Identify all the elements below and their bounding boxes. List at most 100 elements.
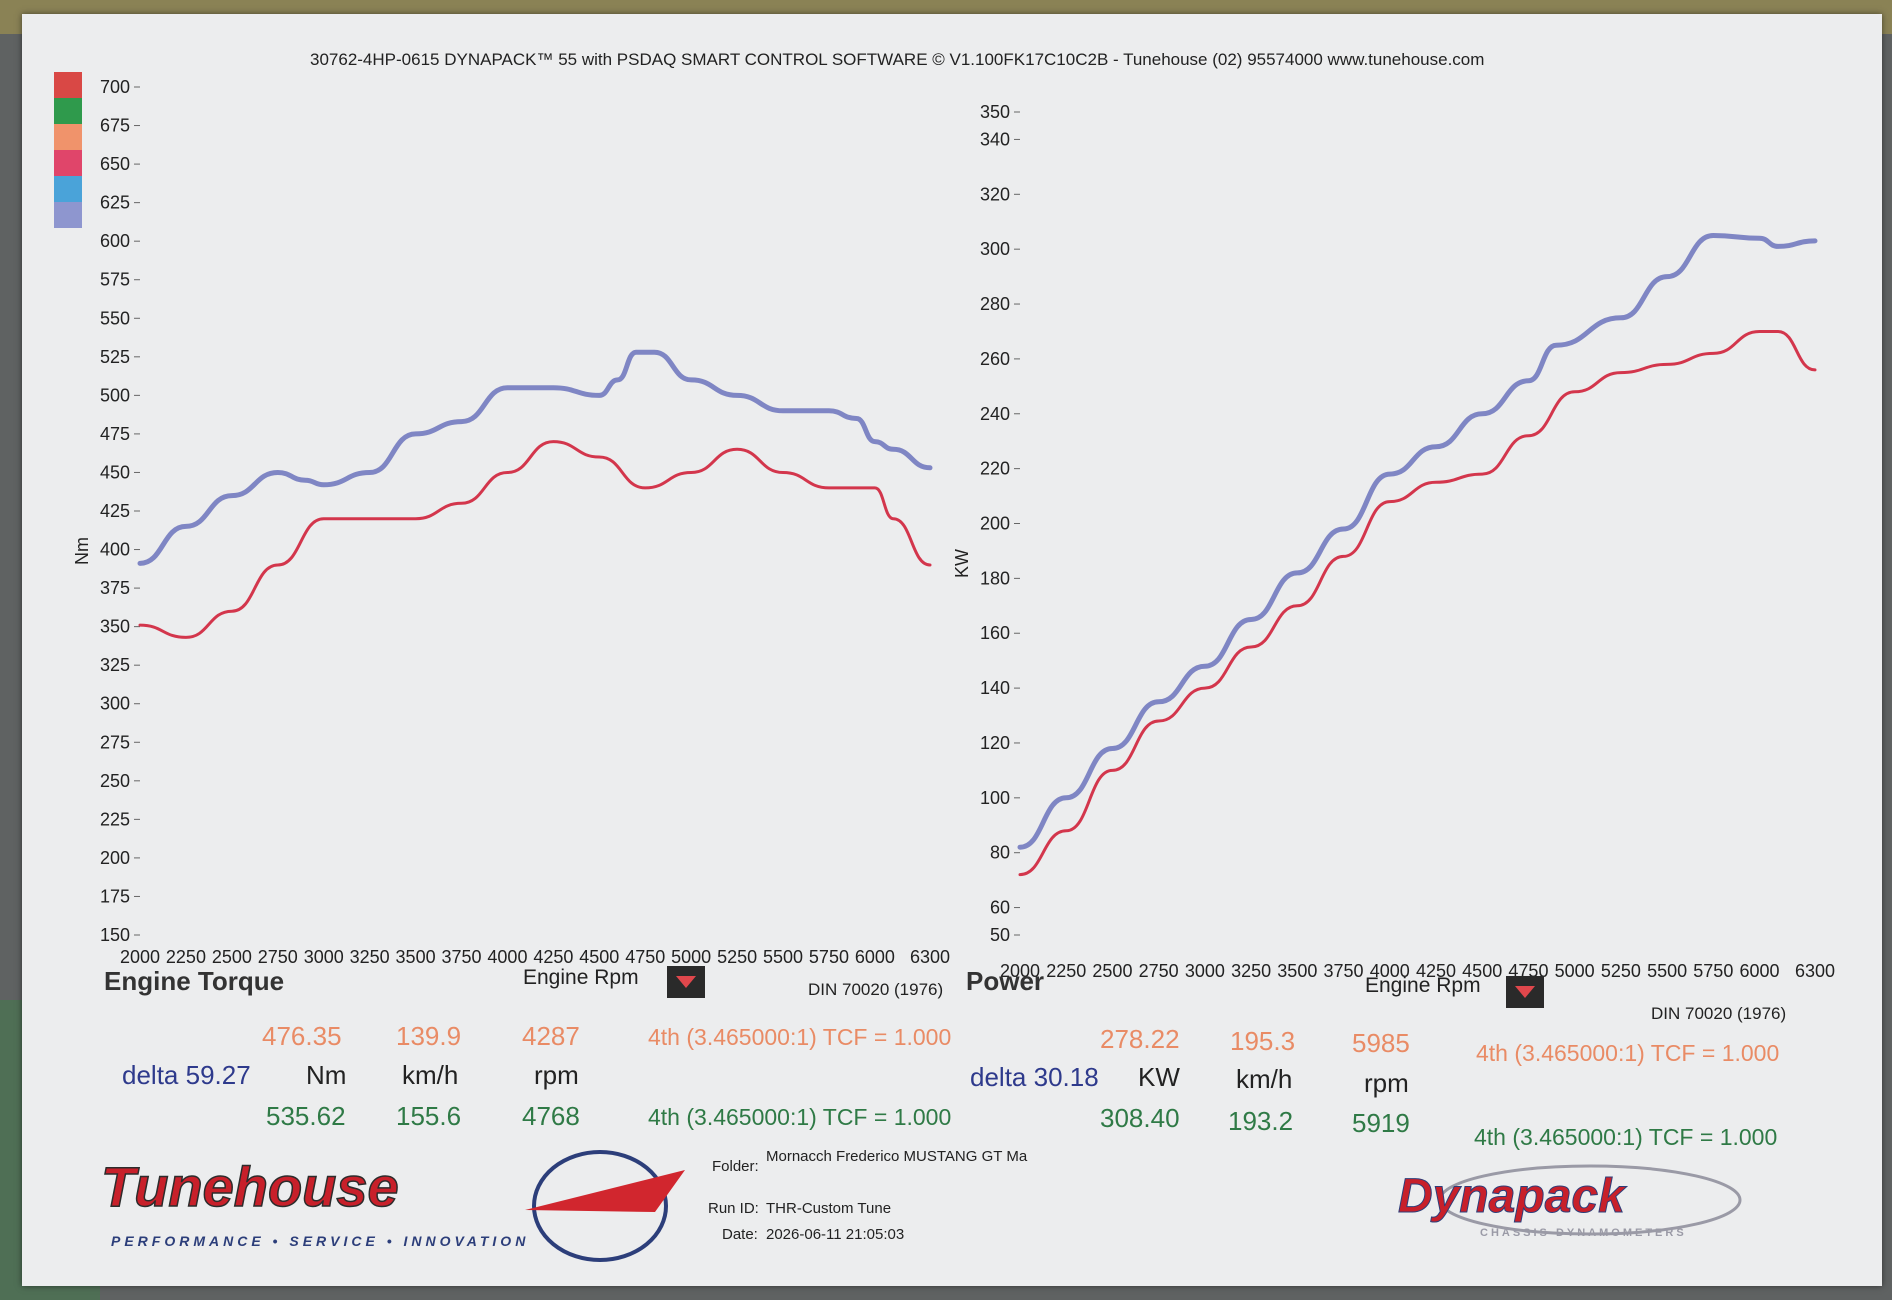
torque-xtick-label: 6000 [855, 947, 895, 967]
torque-yaxis-label: Nm [72, 537, 92, 565]
power-xtick-label: 2500 [1092, 961, 1132, 981]
folder-label: Folder: [712, 1158, 759, 1175]
torque-ytick-label: 600 [100, 231, 130, 251]
power-ytick-label: 300 [980, 239, 1010, 259]
torque-xtick-label: 5000 [671, 947, 711, 967]
torque-ytick-label: 275 [100, 732, 130, 752]
torque-xaxis-label: Engine Rpm [523, 966, 639, 989]
torque-chart: 150 175 200 225 250 275 300 325 350 375 400 425 450 4… [72, 77, 950, 967]
torque-ytick-label: 175 [100, 886, 130, 906]
torque-ytick-label: 625 [100, 193, 130, 213]
torque-ytick-label: 150 [100, 925, 130, 945]
power-ytick-label: 160 [980, 623, 1010, 643]
torque-xtick-label: 2250 [166, 947, 206, 967]
torque-ytick-label: 450 [100, 462, 130, 482]
torque-top-speed: 139.9 [396, 1021, 462, 1051]
legend-swatch [54, 176, 82, 202]
power-top-rpm: 5985 [1352, 1028, 1410, 1058]
power-xtick-label: 2250 [1046, 961, 1086, 981]
power-ytick-label: 50 [990, 925, 1010, 945]
power-xtick-label: 4500 [1462, 961, 1502, 981]
torque-xtick-label: 4000 [487, 947, 527, 967]
torque-ytick-label: 675 [100, 116, 130, 136]
torque-ytick-label: 500 [100, 385, 130, 405]
power-bottom-speed: 193.2 [1228, 1106, 1294, 1136]
power-ytick-label: 260 [980, 349, 1010, 369]
torque-unit-rpm: rpm [534, 1060, 579, 1090]
torque-series-blue [137, 349, 933, 566]
date-value: 2026-06-11 21:05:03 [766, 1226, 905, 1243]
dynapack-logo: Dynapack CHASSIS DYNAMOMETERS [1398, 1164, 1742, 1239]
power-xtick-label: 4000 [1370, 961, 1410, 981]
torque-xtick-label: 2500 [212, 947, 252, 967]
torque-xtick-label: 4750 [625, 947, 665, 967]
run-id-label: Run ID: [708, 1200, 759, 1217]
torque-rpm-dropdown-button[interactable] [667, 966, 705, 998]
power-delta: delta 30.18 [970, 1062, 1099, 1092]
power-xtick-label: 3000 [1185, 961, 1225, 981]
power-top-speed: 195.3 [1230, 1026, 1296, 1056]
torque-delta: delta 59.27 [122, 1060, 251, 1090]
power-xtick-label: 5500 [1647, 961, 1687, 981]
power-bottom-gear: 4th (3.465000:1) TCF = 1.000 [1474, 1124, 1778, 1150]
torque-chart-title: Engine Torque [104, 966, 285, 996]
date-label: Date: [722, 1226, 758, 1243]
torque-xtick-label: 3000 [304, 947, 344, 967]
power-ytick-label: 80 [990, 843, 1010, 863]
dyno-printout [22, 14, 1882, 1286]
torque-ytick-label: 350 [100, 617, 130, 637]
legend-swatches [54, 72, 82, 228]
torque-ytick-label: 650 [100, 154, 130, 174]
power-xtick-label: 2750 [1139, 961, 1179, 981]
power-xtick-label: 6300 [1795, 961, 1835, 981]
torque-unit-speed: km/h [402, 1060, 459, 1090]
torque-xtick-label: 6300 [910, 947, 950, 967]
power-ytick-label: 340 [980, 129, 1010, 149]
torque-xtick-label: 3250 [350, 947, 390, 967]
tunehouse-logo: Tunehouse PERFORMANCE • SERVICE • INNOVA… [100, 1150, 685, 1262]
torque-ytick-label: 475 [100, 424, 130, 444]
torque-ytick-label: 225 [100, 809, 130, 829]
power-ytick-label: 350 [980, 102, 1010, 122]
legend-swatch [54, 72, 82, 98]
torque-ytick-label: 550 [100, 308, 130, 328]
torque-top-gear: 4th (3.465000:1) TCF = 1.000 [648, 1024, 952, 1050]
power-xtick-label: 6000 [1740, 961, 1780, 981]
power-ytick-label: 140 [980, 678, 1010, 698]
torque-xtick-label: 3500 [396, 947, 436, 967]
power-xtick-label: 3500 [1277, 961, 1317, 981]
power-xtick-label: 3250 [1231, 961, 1271, 981]
dynapack-wordmark: Dynapack [1398, 1170, 1627, 1223]
power-xaxis-label: Engine Rpm [1365, 974, 1481, 997]
torque-xtick-label: 5500 [763, 947, 803, 967]
tunehouse-tagline: PERFORMANCE • SERVICE • INNOVATION [111, 1233, 529, 1249]
power-rpm-dropdown-button[interactable] [1506, 976, 1544, 1008]
power-series-red [1018, 330, 1817, 877]
torque-ytick-label: 325 [100, 655, 130, 675]
power-ytick-label: 280 [980, 294, 1010, 314]
power-ytick-label: 60 [990, 898, 1010, 918]
tunehouse-wordmark: Tunehouse [101, 1155, 399, 1218]
power-ytick-label: 120 [980, 733, 1010, 753]
torque-ytick-label: 525 [100, 347, 130, 367]
power-top-gear: 4th (3.465000:1) TCF = 1.000 [1476, 1040, 1780, 1066]
torque-xtick-label: 4250 [533, 947, 573, 967]
power-ytick-label: 320 [980, 184, 1010, 204]
legend-swatch [54, 150, 82, 176]
power-xtick-label: 5250 [1601, 961, 1641, 981]
torque-xtick-label: 3750 [441, 947, 481, 967]
torque-ytick-label: 400 [100, 540, 130, 560]
power-xtick-label: 4250 [1416, 961, 1456, 981]
torque-xtick-label: 5750 [809, 947, 849, 967]
torque-bottom-gear: 4th (3.465000:1) TCF = 1.000 [648, 1104, 952, 1130]
torque-ytick-label: 300 [100, 694, 130, 714]
torque-ytick-label: 250 [100, 771, 130, 791]
legend-swatch [54, 202, 82, 228]
torque-unit-value: Nm [306, 1060, 347, 1090]
power-standard-label: DIN 70020 (1976) [1651, 1004, 1787, 1023]
torque-bottom-rpm: 4768 [522, 1101, 580, 1131]
torque-top-value: 476.35 [262, 1021, 342, 1051]
torque-standard-label: DIN 70020 (1976) [808, 980, 944, 999]
power-unit-value: KW [1138, 1062, 1180, 1092]
